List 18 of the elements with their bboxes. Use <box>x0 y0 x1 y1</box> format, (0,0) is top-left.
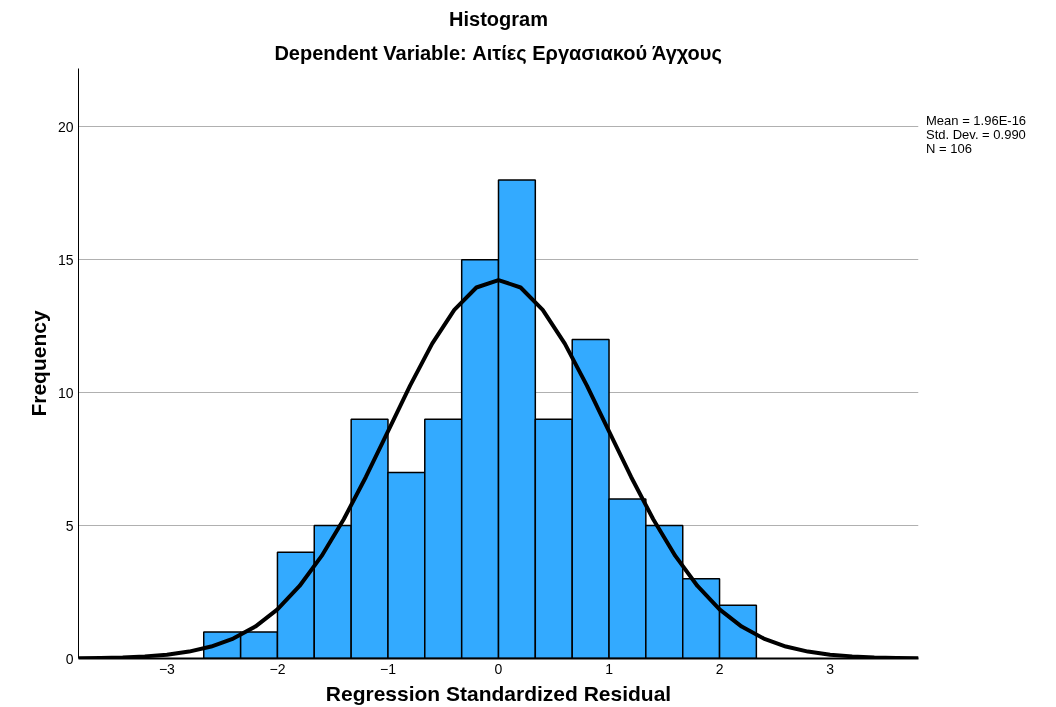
chart-title: Histogram <box>449 7 548 30</box>
y-tick-label: 10 <box>57 384 74 401</box>
x-tick-label: 0 <box>494 660 503 677</box>
chart-subtitle: Dependent Variable: Αιτίες Εργασιακού Άγχους <box>274 41 722 64</box>
y-tick-label: 20 <box>57 118 74 135</box>
x-tick-label: 3 <box>826 660 835 677</box>
y-tick-label: 15 <box>57 251 74 268</box>
x-tick-label: 1 <box>605 660 614 677</box>
text: N = 106 <box>926 141 973 156</box>
y-tick-label: 5 <box>65 517 74 534</box>
x-tick-label: 2 <box>715 660 724 677</box>
x-tick-label: −2 <box>269 660 286 677</box>
x-tick-label: −3 <box>158 660 176 677</box>
text: Mean = 1.96E-16 <box>926 113 1027 128</box>
x-tick-label: −1 <box>379 660 397 677</box>
x-axis-title: Regression Standardized Residual <box>325 681 672 705</box>
text: Std. Dev. = 0.990 <box>926 127 1027 142</box>
y-axis-title: Frequency <box>26 310 50 417</box>
